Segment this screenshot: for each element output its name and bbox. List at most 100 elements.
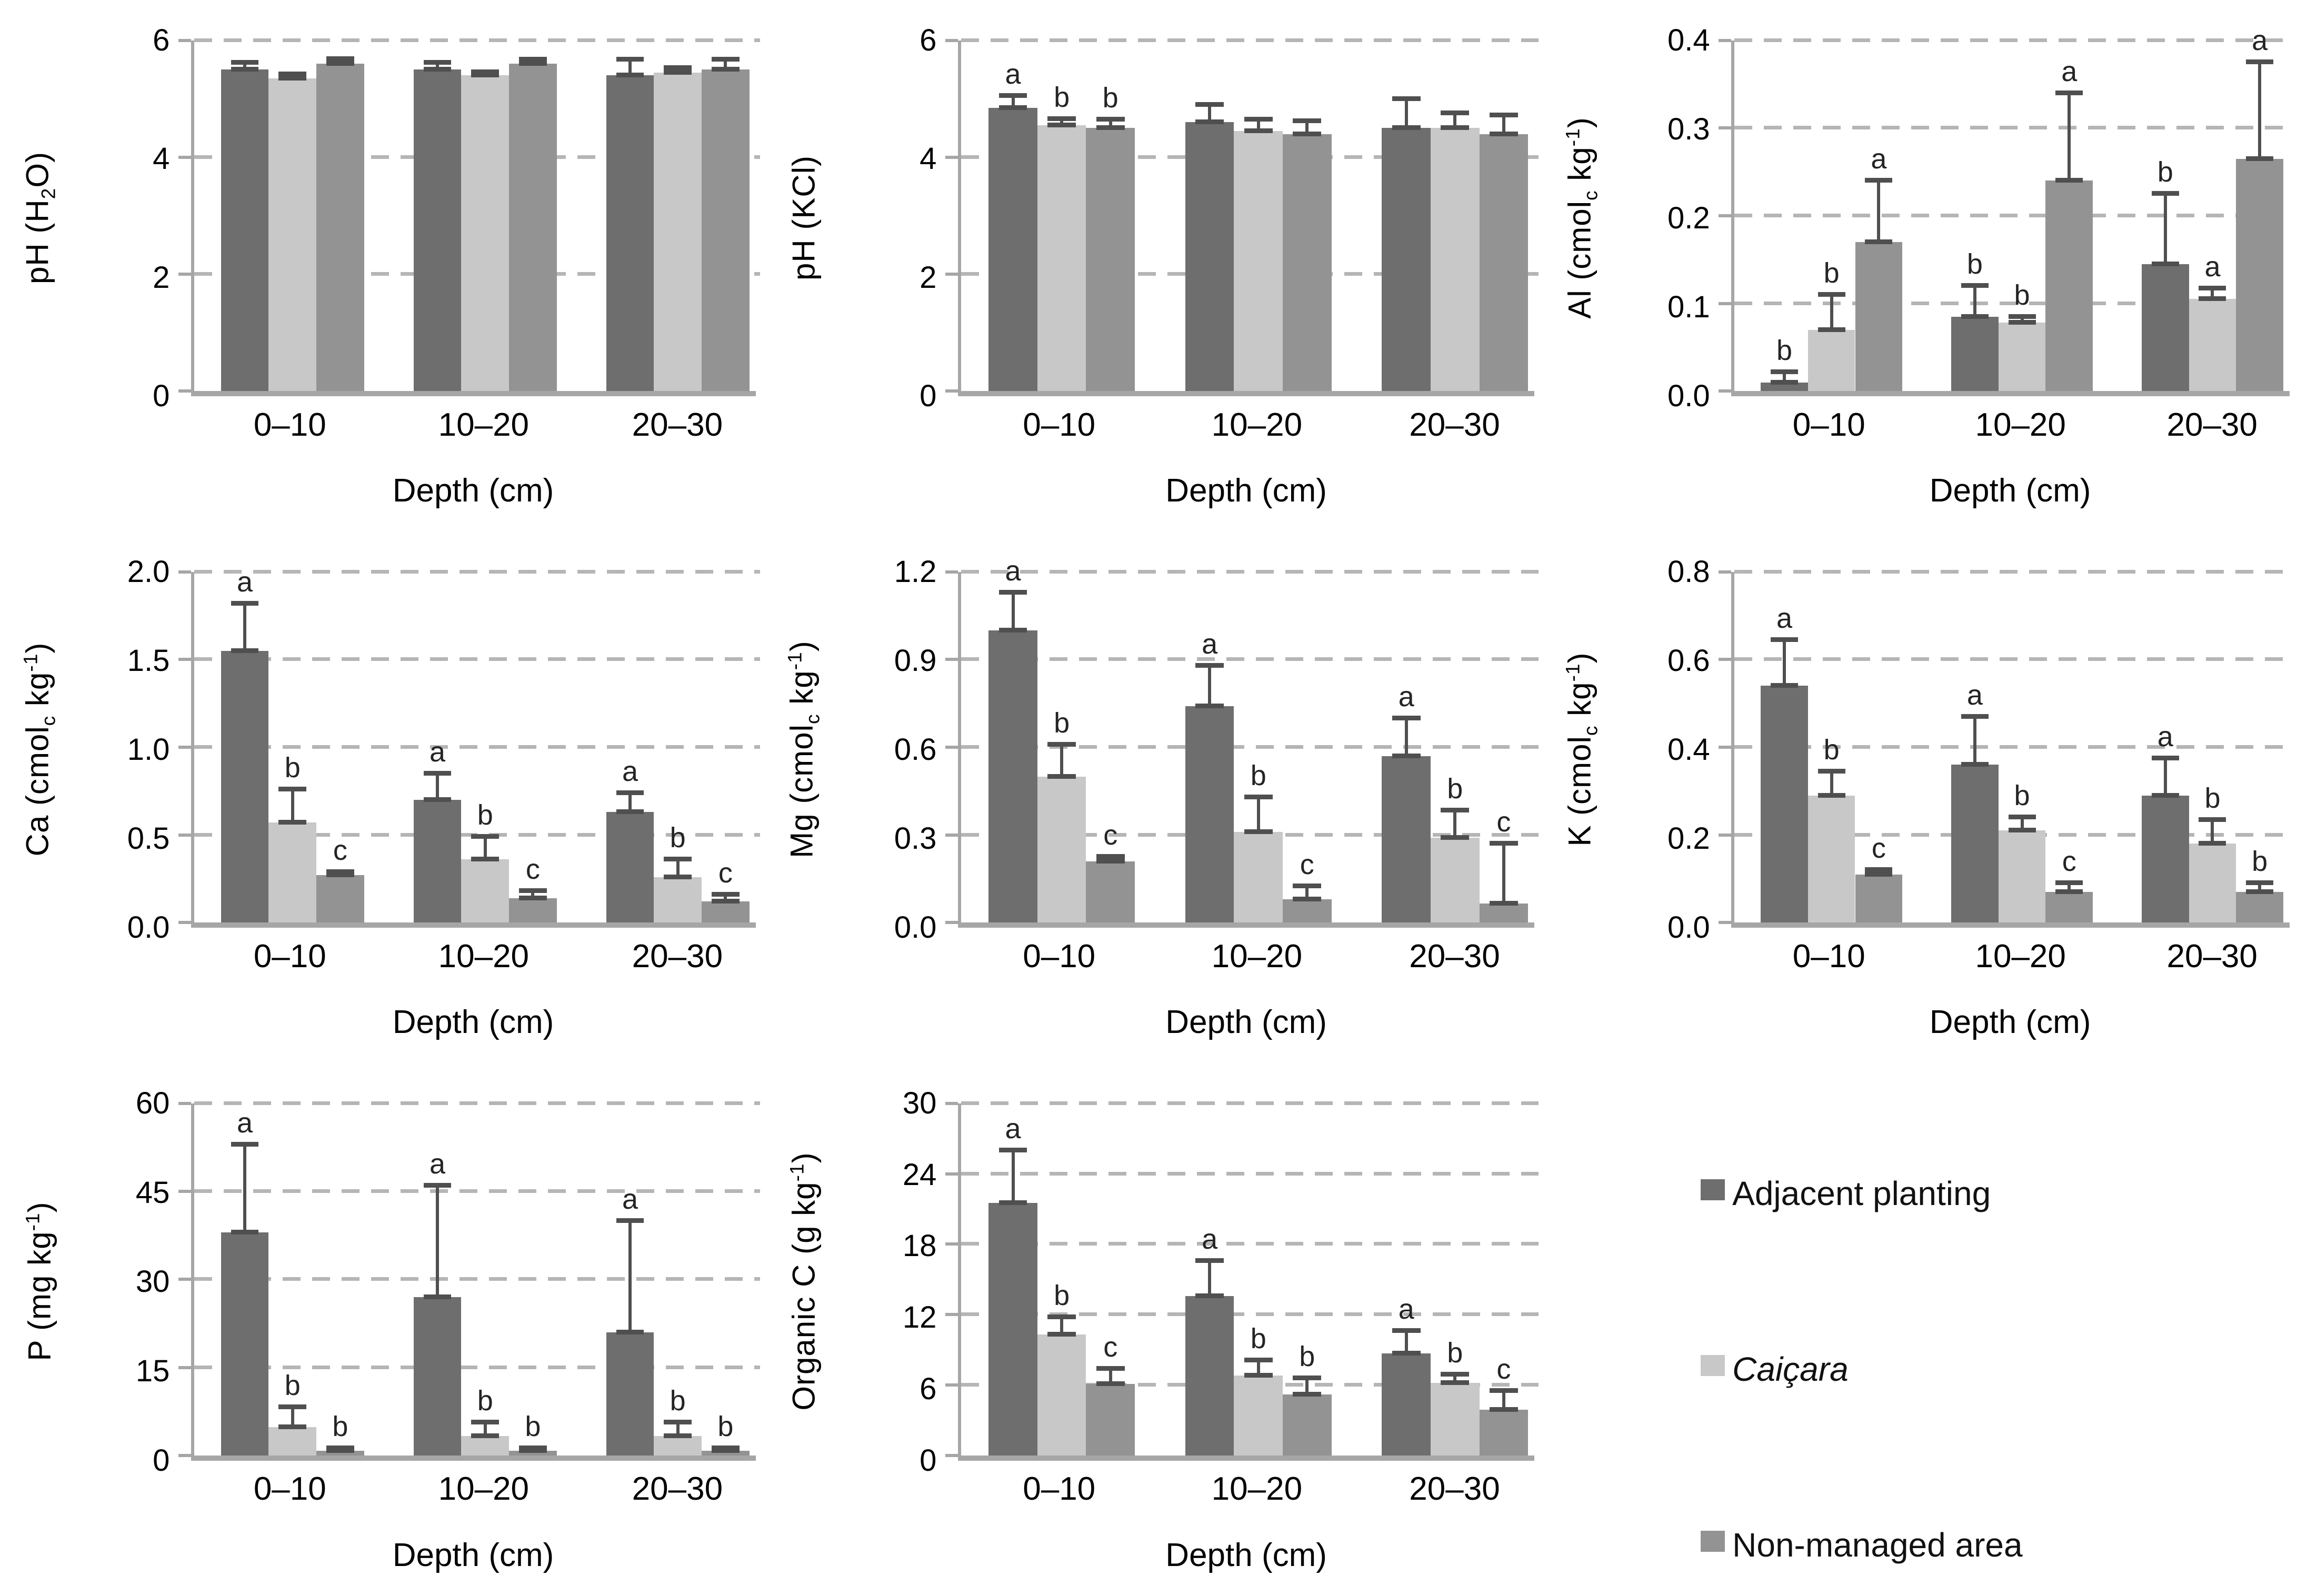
- bar-caicara: [654, 1436, 702, 1456]
- significance-letter: a: [1398, 680, 1414, 712]
- error-bar-cap-bottom: [1490, 901, 1518, 906]
- bar-adjacent-planting: [221, 1232, 269, 1456]
- y-tick-label: 60: [135, 1086, 170, 1120]
- x-axis-title: Depth (cm): [392, 472, 554, 509]
- bar-group: a b c: [988, 557, 1135, 923]
- y-tick-labels: 0.0 0.1 0.2 0.3 0.4: [1542, 25, 1717, 411]
- y-tick-label: 0.0: [894, 910, 937, 945]
- y-tick-mark: [178, 658, 191, 661]
- error-bar-cap-bottom: [326, 872, 354, 878]
- error-bar-cap-top: [998, 93, 1027, 98]
- bar-slot: c: [316, 572, 364, 923]
- error-bar-cap-bottom: [231, 1230, 259, 1235]
- y-tick-label: 30: [135, 1264, 170, 1299]
- error-bar-cap-bottom: [471, 857, 499, 862]
- bar-non-managed-area: [2045, 892, 2093, 923]
- error-bar-cap-top: [998, 1148, 1027, 1153]
- error-bar-line: [1404, 98, 1408, 128]
- error-bar-cap-top: [1244, 116, 1273, 122]
- error-bar-line: [1256, 797, 1260, 832]
- bar-caicara: [1998, 323, 2046, 392]
- significance-letter: b: [284, 1370, 301, 1402]
- y-tick-mark: [178, 38, 191, 42]
- bar-non-managed-area: [1479, 904, 1529, 923]
- bar-slot: b: [268, 1103, 317, 1456]
- error-bar-line: [2211, 819, 2214, 844]
- error-bar-line: [291, 1407, 294, 1428]
- y-tick-label: 0.1: [1667, 290, 1710, 325]
- x-tick-label: 0–10: [1023, 938, 1096, 975]
- error-bar-line: [1108, 1368, 1112, 1384]
- error-bar-cap-top: [519, 57, 547, 62]
- bar-slot: b: [1037, 1103, 1086, 1456]
- error-bar-line: [628, 59, 632, 76]
- error-bar-line: [436, 774, 440, 800]
- y-tick-mark: [178, 921, 191, 925]
- bar-slot: c: [1479, 572, 1529, 923]
- error-bar-cap-top: [278, 72, 307, 77]
- y-tick-mark: [178, 1101, 191, 1105]
- error-bar-cap-bottom: [1770, 683, 1798, 688]
- significance-letter: b: [2014, 279, 2030, 311]
- chart-ph-kcl: pH (KCl) 0 2 4 6 a b b 0–10 10–20 20–30 Depth (cm): [763, 0, 1542, 531]
- error-bar-cap-bottom: [278, 820, 307, 825]
- bar-non-managed-area: [1855, 874, 1903, 923]
- error-bar-line: [1305, 121, 1309, 134]
- bar-caicara: [461, 859, 510, 923]
- bar-slot: b: [509, 1103, 557, 1456]
- gridline: [961, 1312, 1539, 1317]
- error-bar-cap-bottom: [2008, 828, 2036, 833]
- bar-caicara: [1234, 1376, 1283, 1456]
- error-bar-cap-top: [1096, 116, 1125, 122]
- error-bar-cap-bottom: [616, 809, 644, 815]
- y-tick-label: 18: [902, 1229, 937, 1263]
- bar-slot: b: [1283, 1103, 1332, 1456]
- bar-adjacent-planting: [606, 1332, 654, 1456]
- bar-slot: b: [702, 1103, 750, 1456]
- significance-letter: c: [333, 834, 347, 866]
- bar-group: [413, 41, 557, 392]
- bar-caicara: [1037, 1334, 1086, 1456]
- y-tick-mark: [178, 1453, 191, 1457]
- error-bar-cap-bottom: [231, 648, 259, 653]
- error-bar-cap-top: [664, 1420, 692, 1425]
- bar-slot: b: [1086, 41, 1135, 392]
- significance-letter: b: [525, 1411, 541, 1443]
- y-tick-mark: [945, 833, 958, 837]
- y-tick-label: 2: [920, 260, 937, 295]
- y-tick-mark: [945, 1453, 958, 1457]
- bar-slot: b: [461, 572, 510, 923]
- error-bar-line: [1305, 1378, 1309, 1394]
- bar-slot: [1234, 41, 1283, 392]
- y-tick-mark: [945, 389, 958, 393]
- bar-caicara: [268, 78, 317, 392]
- y-tick-label: 0.2: [1667, 201, 1710, 236]
- bar-non-managed-area: [702, 901, 750, 923]
- significance-letter: a: [237, 566, 253, 598]
- error-bar-cap-bottom: [2055, 178, 2083, 183]
- y-tick-labels: 0 2 4 6: [0, 25, 177, 411]
- legend-label: Caiçara: [1732, 1350, 1849, 1389]
- significance-letter: a: [1005, 58, 1021, 91]
- error-bar-cap-bottom: [423, 1294, 452, 1299]
- error-bar-cap-bottom: [1817, 792, 1845, 798]
- y-tick-label: 1.0: [127, 732, 170, 767]
- significance-letter: b: [2014, 780, 2030, 812]
- bar-adjacent-planting: [221, 69, 269, 392]
- significance-letter: a: [622, 755, 638, 787]
- y-tick-label: 0: [153, 1443, 170, 1478]
- error-bar-cap-top: [1490, 112, 1518, 117]
- significance-letter: b: [477, 799, 493, 831]
- bar-adjacent-planting: [988, 107, 1037, 392]
- bar-slot: [509, 41, 557, 392]
- y-tick-mark: [945, 273, 958, 276]
- error-bar-line: [1208, 105, 1212, 123]
- x-tick-label: 0–10: [1792, 406, 1865, 443]
- error-bar-line: [1060, 744, 1064, 777]
- bar-adjacent-planting: [1382, 128, 1431, 392]
- error-bar-cap-top: [2008, 815, 2036, 820]
- significance-letter: b: [1102, 82, 1118, 114]
